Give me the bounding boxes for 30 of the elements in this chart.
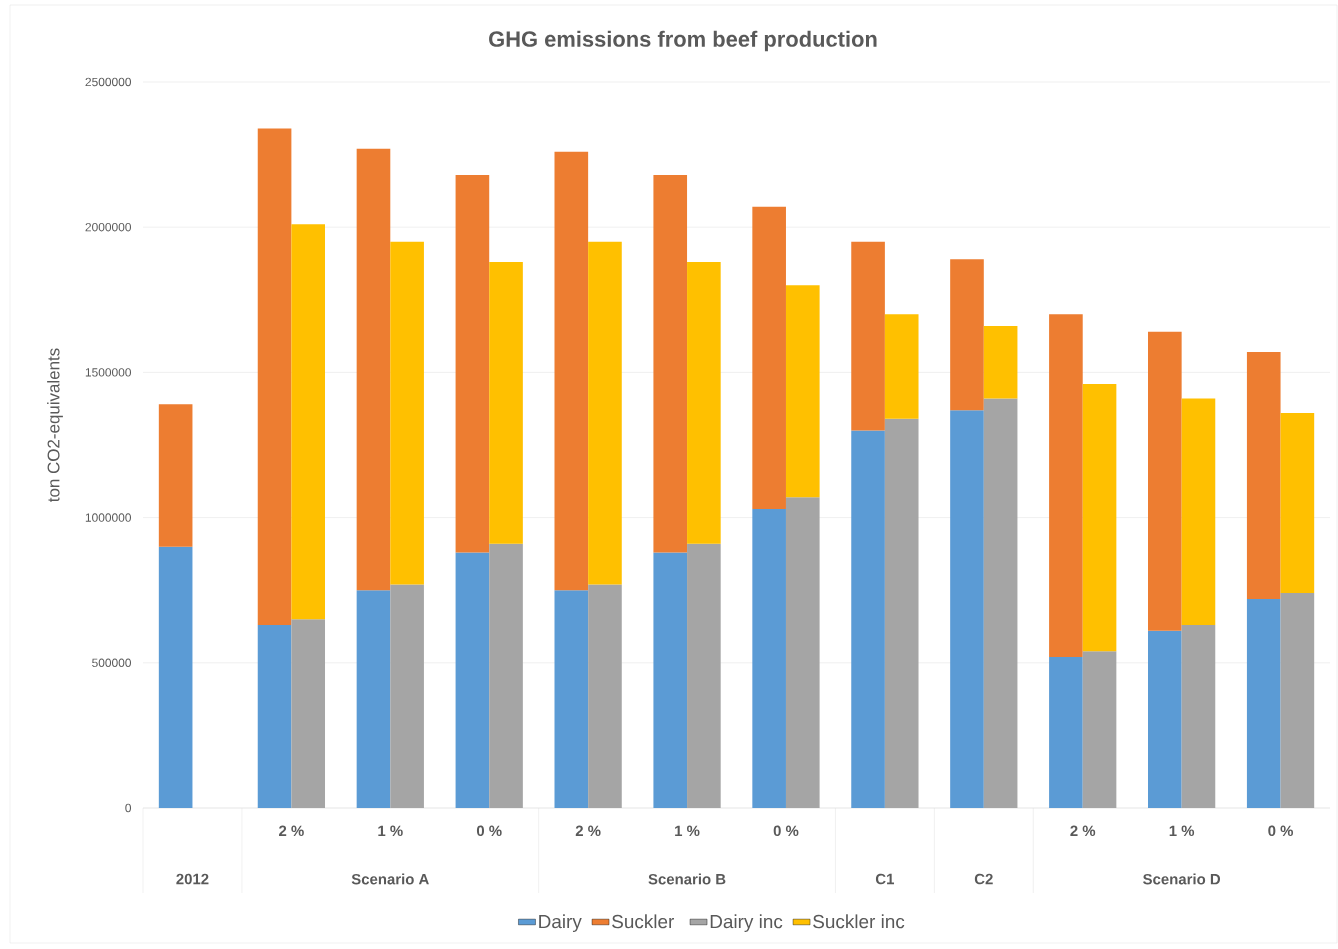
- text: Scenario A: [351, 873, 429, 885]
- y-axis-title: ton CO2-equivalents: [47, 348, 63, 502]
- x-tick-label: 1 %: [1169, 825, 1195, 837]
- bar: [158, 546, 193, 808]
- legend-label: Dairy: [539, 914, 582, 933]
- text: Scenario D: [1143, 873, 1221, 885]
- x-tick-label: 0 %: [773, 825, 799, 837]
- x-tick-label: 0 %: [1268, 825, 1294, 837]
- text: C2: [974, 873, 993, 885]
- text: C1: [875, 873, 895, 885]
- x-tick-label: 1 %: [378, 825, 403, 837]
- x-tick-label: 2 %: [575, 825, 601, 837]
- y-tick-label: 500000: [92, 658, 132, 668]
- x-tick-label: 2 %: [279, 825, 304, 837]
- text: 2012: [176, 873, 209, 885]
- y-tick-label: 1000000: [85, 513, 132, 522]
- legend-label: Suckler: [612, 914, 675, 929]
- text: Scenario B: [648, 873, 726, 885]
- bar: [950, 259, 984, 411]
- bar: [158, 404, 193, 547]
- y-tick-label: 0: [125, 803, 132, 813]
- y-tick-label: 2000000: [85, 222, 132, 232]
- legend-label: Dairy inc: [710, 914, 783, 933]
- y-tick-label: 2500000: [85, 77, 132, 87]
- x-tick-label: 0 %: [476, 825, 502, 837]
- chart-title: GHG emissions from beef production: [489, 30, 877, 52]
- legend-label: Suckler inc: [813, 914, 905, 929]
- x-tick-label: 2 %: [1070, 825, 1096, 837]
- x-tick-label: 1 %: [675, 825, 700, 837]
- y-tick-label: 1500000: [85, 368, 132, 377]
